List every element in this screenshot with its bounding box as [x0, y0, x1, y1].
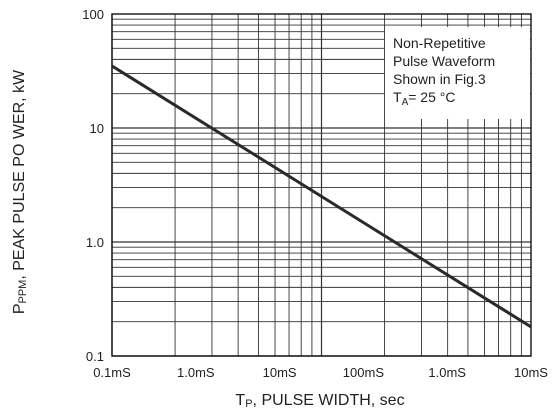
- y-tick-labels: 0.1 1.0 10 100: [82, 7, 104, 364]
- x-tick-label: 0.1mS: [93, 365, 131, 380]
- x-tick-label: 100mS: [343, 365, 385, 380]
- series-line: [111, 64, 532, 329]
- x-axis-label-rest: , PULSE WIDTH, sec: [253, 392, 405, 409]
- y-axis-label-main: P: [11, 304, 28, 315]
- temp-symbol: T: [393, 89, 402, 105]
- x-tick-label: 10mS: [263, 365, 297, 380]
- y-tick-label: 100: [82, 7, 104, 22]
- annotation-temperature: TA= 25 °C: [393, 89, 455, 108]
- annotation-background: [385, 27, 530, 119]
- y-axis-label-sub: PPM: [17, 280, 29, 304]
- x-axis-label-sub: P: [245, 398, 252, 410]
- annotation-line-3: Shown in Fig.3: [393, 71, 486, 87]
- x-tick-label: 1.0mS: [177, 365, 215, 380]
- plot-frame: [111, 13, 532, 357]
- y-axis-label: PPPM, PEAK PULSE PO WER, kW: [11, 69, 29, 314]
- annotation-box: Non-Repetitive Pulse Waveform Shown in F…: [385, 27, 530, 119]
- y-axis-label-rest: , PEAK PULSE PO WER, kW: [11, 69, 28, 280]
- x-axis-label-main: T: [235, 392, 245, 409]
- y-tick-label: 0.1: [86, 349, 104, 364]
- x-tick-label: 1.0mS: [428, 365, 466, 380]
- annotation-line-1: Non-Repetitive: [393, 35, 486, 51]
- y-tick-label: 10: [90, 121, 104, 136]
- temp-value: = 25 °C: [408, 89, 455, 105]
- x-axis-label: TP, PULSE WIDTH, sec: [235, 392, 404, 410]
- x-tick-labels: 0.1mS 1.0mS 10mS 100mS 1.0mS 10mS: [93, 365, 548, 380]
- series-layer: [111, 64, 532, 329]
- y-tick-label: 1.0: [86, 235, 104, 250]
- x-tick-label: 10mS: [514, 365, 548, 380]
- temp-subscript: A: [402, 97, 409, 108]
- annotation-line-2: Pulse Waveform: [393, 53, 495, 69]
